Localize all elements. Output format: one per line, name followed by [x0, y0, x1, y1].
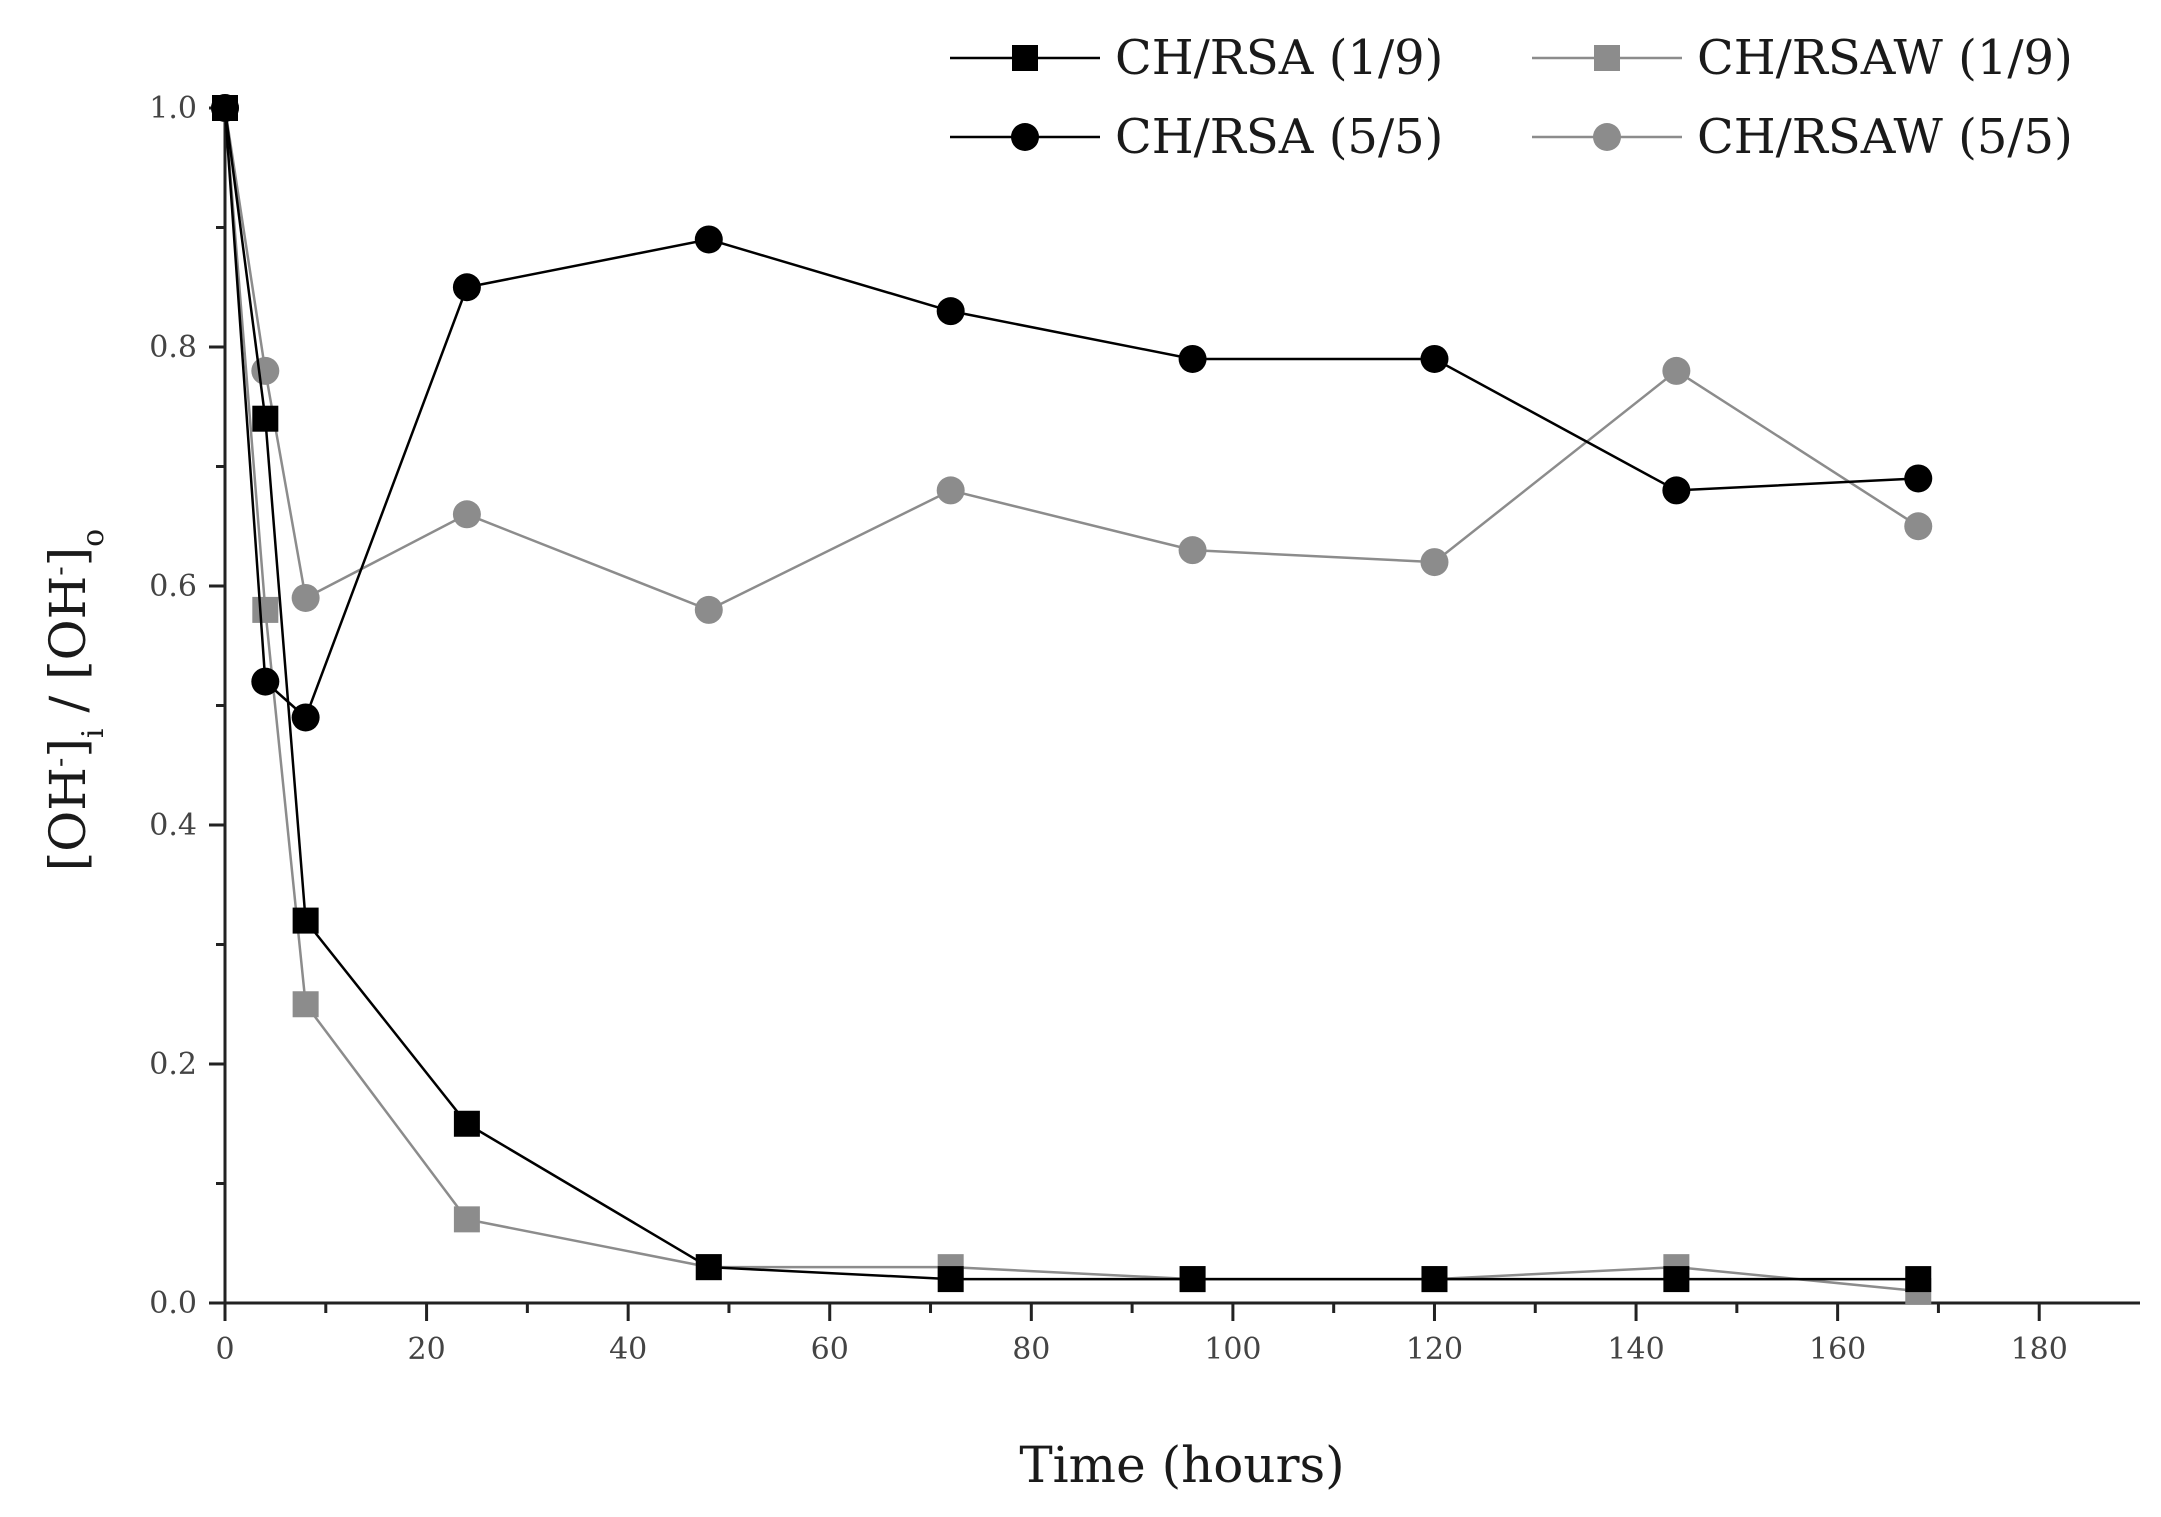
ticks: 0 20 40 60 80 100 120 140 160 180 0.0 0.2 0.4 0.6 0.8 1…: [149, 91, 2068, 1367]
x-tick-label: 60: [811, 1332, 849, 1367]
y-title-part-close-2: ]: [39, 547, 97, 567]
series-line: [223, 107, 1919, 720]
legend-marker: [1594, 45, 1620, 71]
y-title-sub-o: o: [76, 529, 111, 547]
legend-item: CH/RSA (5/5): [950, 109, 1443, 165]
legend-label: CH/RSA (1/9): [1115, 30, 1443, 86]
series-line: [223, 107, 1919, 1281]
data-point: [291, 583, 320, 612]
x-tick-label: 80: [1012, 1332, 1050, 1367]
x-axis-title: Time (hours): [1019, 1436, 1344, 1494]
data-point: [1421, 1266, 1448, 1293]
y-title-sup-2: -: [43, 566, 76, 575]
y-axis-title: [OH-]i / [OH-]o: [39, 529, 111, 872]
data-point: [694, 595, 723, 624]
svg-text:[OH-]i / [OH-]o: [OH-]i / [OH-]o: [39, 529, 111, 872]
legend-item: CH/RSA (1/9): [950, 30, 1443, 86]
data-point: [251, 356, 280, 385]
data-point: [292, 991, 319, 1018]
data-point: [251, 667, 280, 696]
legend-marker: [1011, 123, 1039, 151]
legend-label: CH/RSA (5/5): [1115, 109, 1443, 165]
x-tick-label: 20: [407, 1332, 445, 1367]
x-tick-label: 0: [215, 1332, 234, 1367]
y-title-separator: /: [39, 680, 97, 729]
y-title-sup-1: -: [43, 758, 76, 767]
data-point: [1905, 1266, 1932, 1293]
legend: CH/RSA (1/9) CH/RSAW (1/9) CH/RSA (5/5) CH/…: [950, 30, 2073, 165]
x-tick-label: 140: [1607, 1332, 1664, 1367]
series-0: [212, 95, 1932, 1293]
x-tick-label: 180: [2011, 1332, 2068, 1367]
x-tick-label: 160: [1809, 1332, 1866, 1367]
data-point: [1178, 344, 1207, 373]
series-line: [223, 107, 1919, 1293]
y-title-part-close: ]: [39, 738, 97, 758]
data-point: [937, 1266, 964, 1293]
y-tick-label: 0.2: [149, 1047, 197, 1082]
data-point: [1662, 356, 1691, 385]
legend-item: CH/RSAW (5/5): [1532, 109, 2073, 165]
legend-marker: [1593, 123, 1621, 151]
series-3: [211, 94, 1933, 624]
data-point: [292, 907, 319, 934]
y-tick-label: 0.0: [149, 1286, 197, 1321]
legend-marker: [1012, 45, 1038, 71]
y-tick-label: 0.4: [149, 808, 197, 843]
series-2: [211, 94, 1933, 732]
x-tick-label: 40: [609, 1332, 647, 1367]
data-point: [1179, 1266, 1206, 1293]
series: [211, 94, 1933, 1305]
data-point: [1904, 512, 1933, 541]
data-point: [252, 596, 279, 623]
series-line: [223, 107, 1919, 612]
legend-label: CH/RSAW (1/9): [1697, 30, 2073, 86]
data-point: [1420, 344, 1449, 373]
y-tick-label: 0.6: [149, 569, 197, 604]
data-point: [1663, 1266, 1690, 1293]
data-point: [936, 297, 965, 326]
data-point: [1904, 464, 1933, 493]
data-point: [252, 405, 279, 432]
data-point: [1178, 536, 1207, 565]
y-title-sub-i: i: [76, 729, 111, 739]
data-point: [452, 500, 481, 529]
data-point: [453, 1110, 480, 1137]
data-point: [936, 476, 965, 505]
legend-item: CH/RSAW (1/9): [1532, 30, 2073, 86]
x-tick-label: 100: [1204, 1332, 1261, 1367]
data-point: [695, 1254, 722, 1281]
y-tick-label: 1.0: [149, 91, 197, 126]
data-point: [452, 273, 481, 302]
y-title-part-open-2: [OH: [39, 576, 97, 680]
data-point: [453, 1206, 480, 1233]
data-point: [1420, 548, 1449, 577]
y-tick-label: 0.8: [149, 330, 197, 365]
axes: [223, 108, 2140, 1305]
data-point: [211, 94, 239, 122]
x-tick-label: 120: [1406, 1332, 1463, 1367]
data-point: [291, 703, 320, 732]
data-point: [1662, 476, 1691, 505]
data-point: [694, 225, 723, 254]
y-title-part-open: [OH: [39, 767, 97, 871]
legend-label: CH/RSAW (5/5): [1697, 109, 2073, 165]
